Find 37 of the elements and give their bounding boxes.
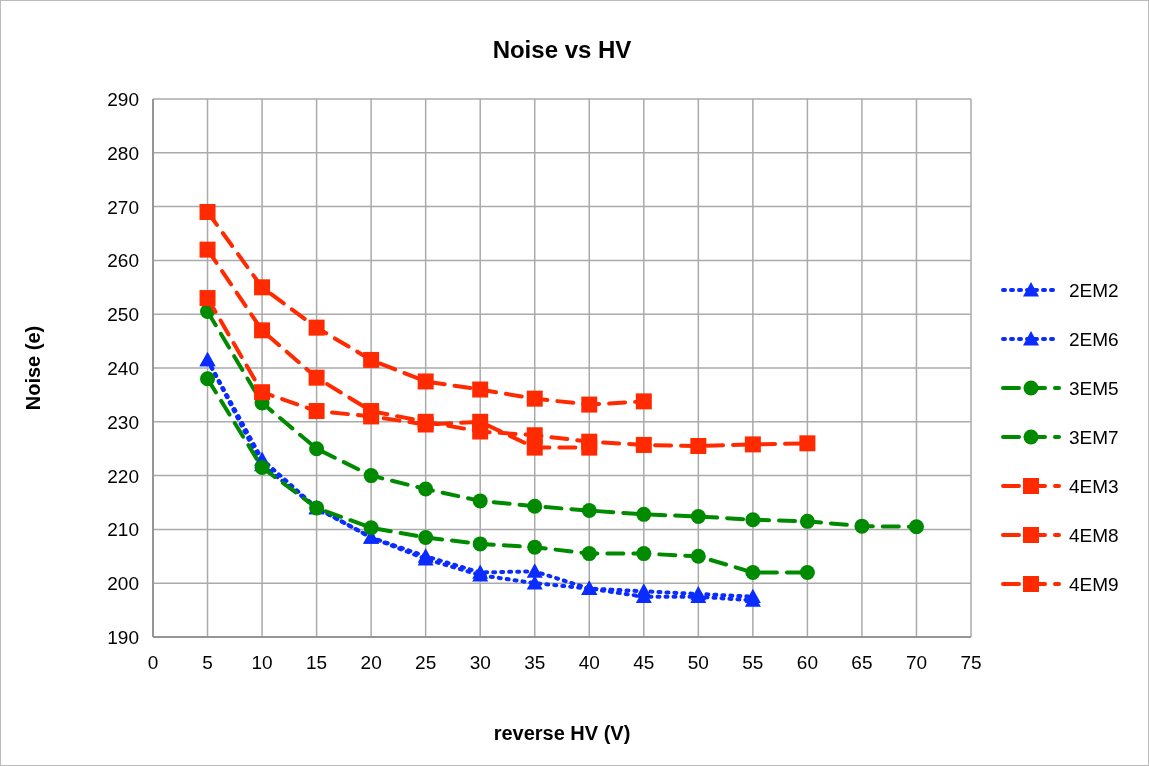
legend-label: 3EM7: [1069, 427, 1119, 448]
x-tick-label: 60: [796, 652, 818, 673]
x-tick-label: 5: [202, 652, 213, 673]
x-tick-label: 35: [524, 652, 546, 673]
legend-label: 4EM8: [1069, 525, 1119, 546]
y-tick-label: 280: [107, 142, 139, 164]
y-tick-label: 190: [107, 627, 139, 648]
y-axis-title: Noise (e): [22, 325, 44, 411]
x-tick-label: 55: [742, 652, 764, 673]
x-tick-label: 40: [578, 652, 600, 673]
x-tick-label: 0: [147, 652, 159, 673]
x-tick-label: 15: [306, 652, 328, 673]
x-tick-label: 45: [633, 652, 655, 673]
y-tick-label: 260: [107, 250, 139, 272]
y-tick-label: 240: [107, 358, 139, 379]
y-tick-label: 210: [107, 519, 139, 541]
legend-label: 2EM2: [1069, 280, 1119, 301]
y-tick-label: 270: [107, 196, 139, 218]
legend-label: 4EM3: [1069, 476, 1119, 497]
y-tick-label: 250: [107, 304, 139, 326]
legend-label: 2EM6: [1069, 329, 1119, 350]
legend-label: 3EM5: [1069, 378, 1119, 399]
x-tick-label: 30: [469, 652, 491, 673]
x-tick-label: 50: [687, 652, 709, 673]
y-tick-label: 230: [107, 411, 139, 433]
x-tick-label: 25: [415, 652, 437, 673]
x-axis-title: reverse HV (V): [493, 722, 631, 744]
legend-label: 4EM9: [1069, 574, 1119, 595]
y-tick-label: 290: [107, 89, 139, 110]
x-tick-label: 20: [360, 652, 382, 673]
x-tick-label: 70: [905, 652, 928, 673]
x-tick-label: 65: [851, 652, 873, 673]
y-tick-label: 220: [107, 465, 139, 487]
x-tick-label: 10: [251, 652, 273, 673]
y-tick-label: 200: [107, 573, 139, 595]
x-tick-label: 75: [960, 652, 982, 673]
chart-title: Noise vs HV: [492, 36, 632, 63]
